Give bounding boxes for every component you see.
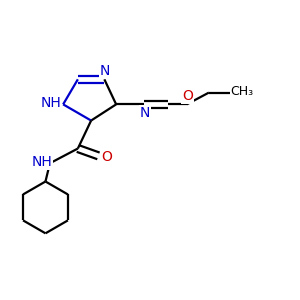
- Text: CH₃: CH₃: [231, 85, 254, 98]
- Text: NH: NH: [41, 96, 62, 110]
- Text: NH: NH: [31, 155, 52, 169]
- Text: O: O: [101, 150, 112, 164]
- Text: O: O: [182, 89, 193, 103]
- Text: N: N: [100, 64, 110, 78]
- Text: N: N: [140, 106, 150, 120]
